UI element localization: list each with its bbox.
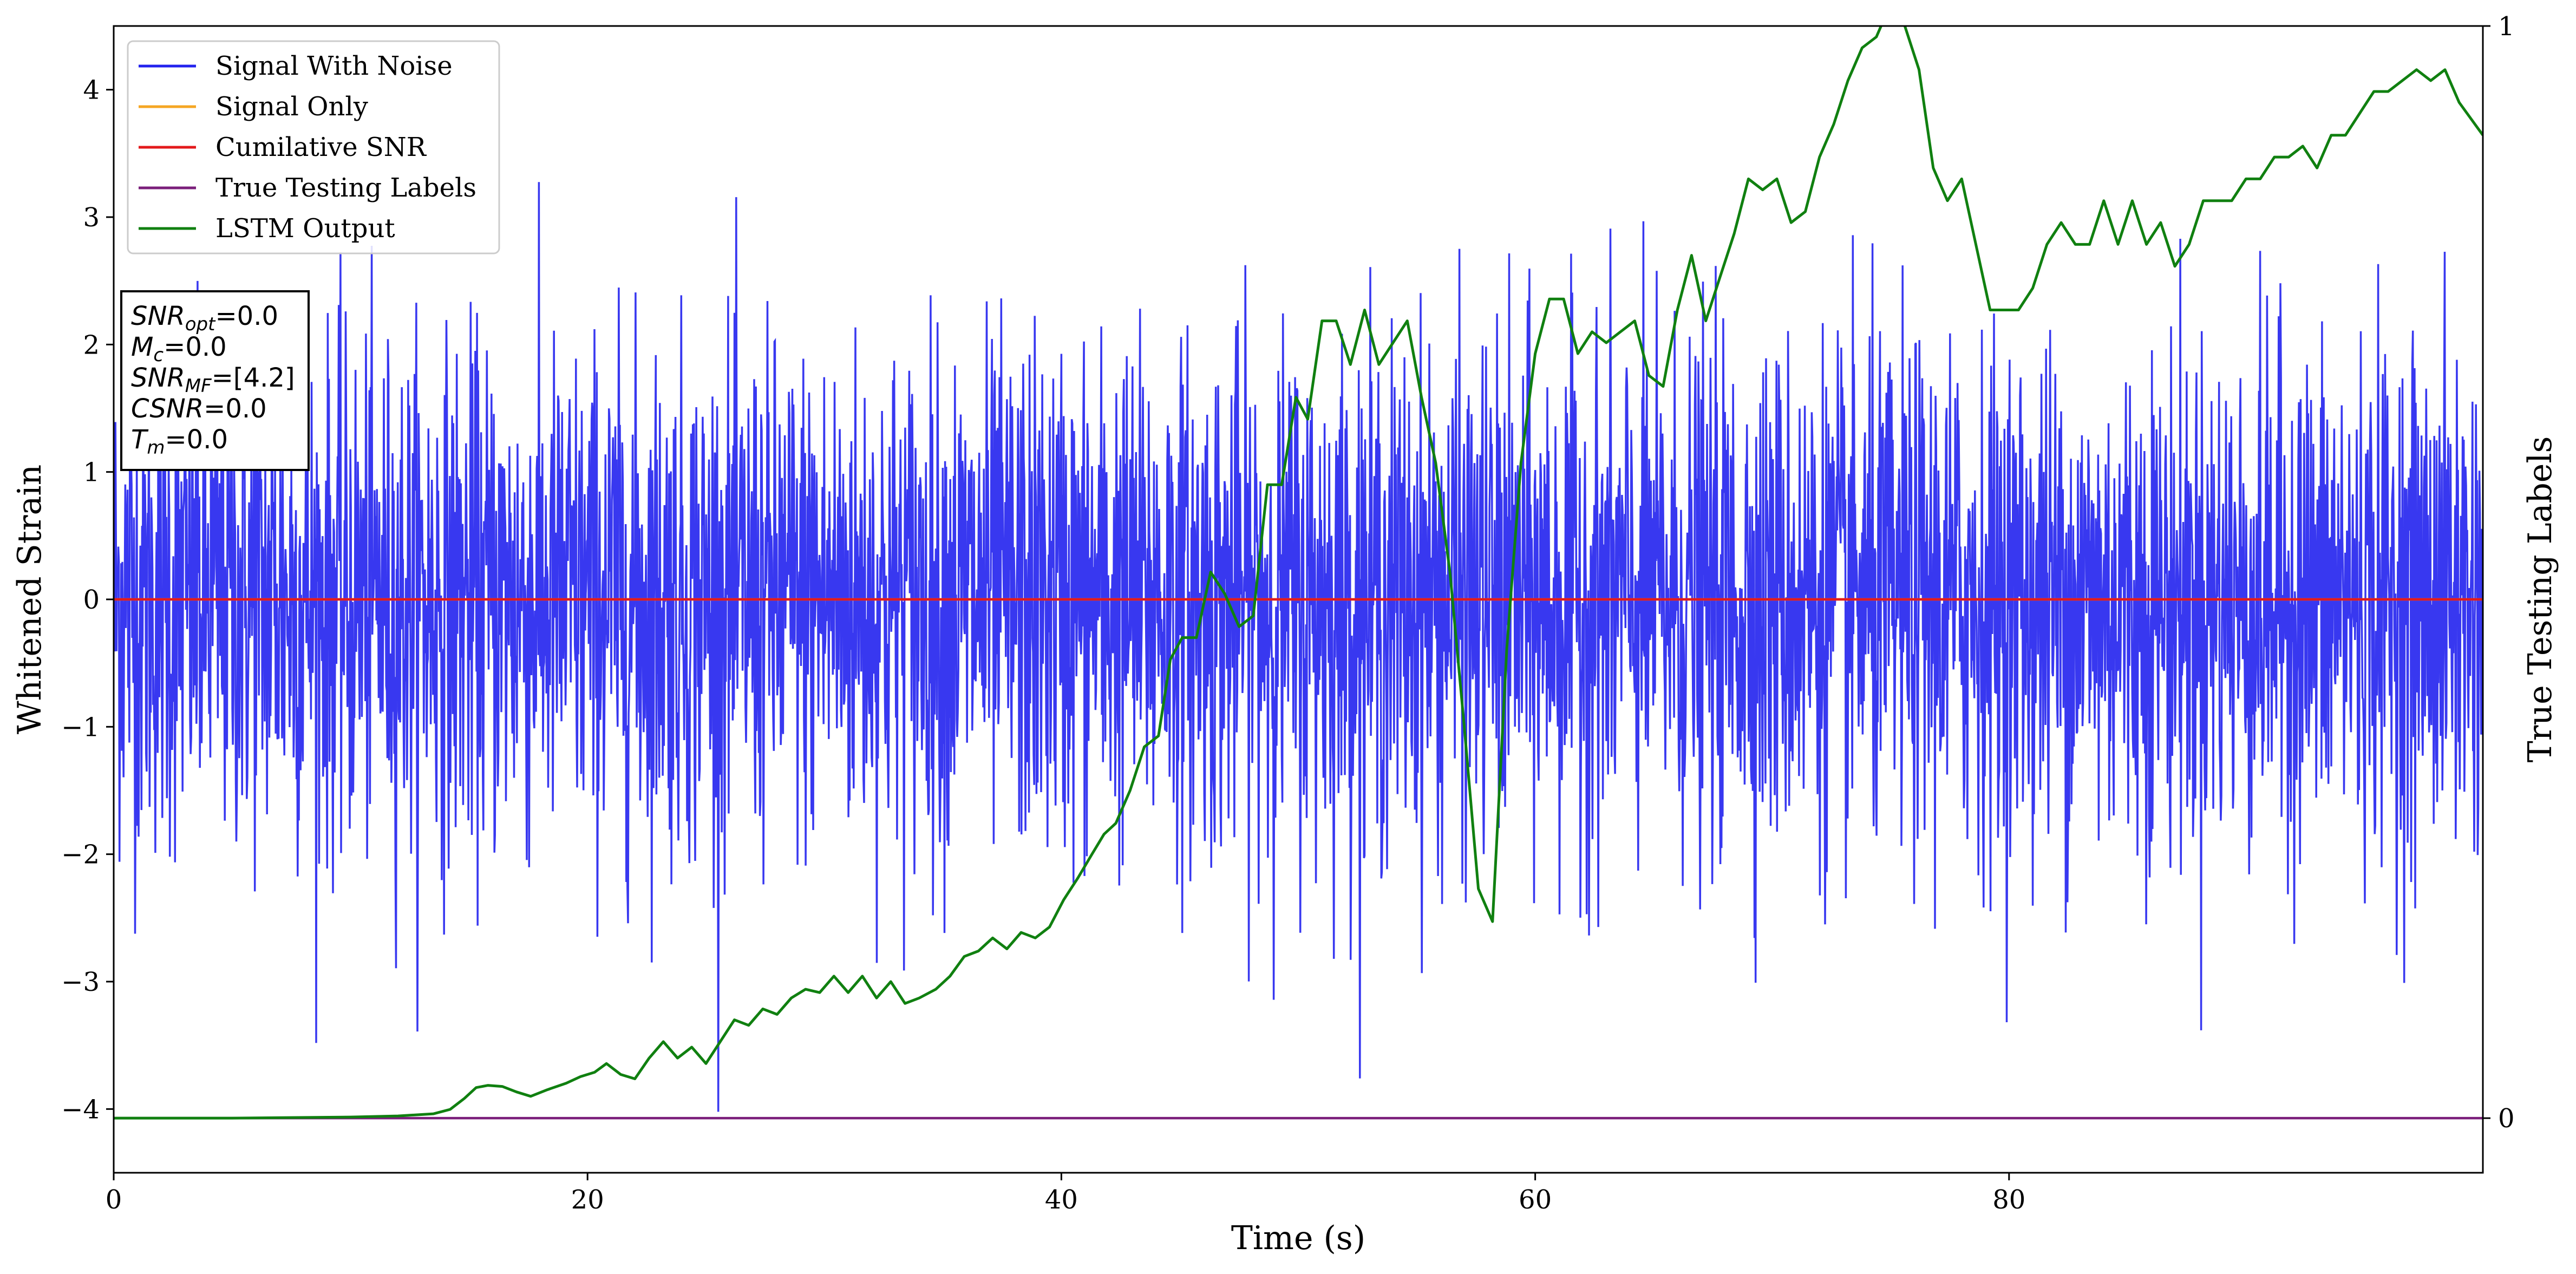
legend-label-signal-only: Signal Only — [215, 92, 368, 122]
x-axis-label: Time (s) — [1231, 1219, 1365, 1257]
left-tick-label: −2 — [61, 840, 100, 870]
legend: Signal With Noise Signal Only Cumilative S… — [127, 40, 500, 254]
left-tick-label: 4 — [83, 75, 100, 106]
annotation-box — [120, 290, 310, 471]
y2-axis-label: True Testing Labels — [2521, 436, 2559, 763]
series-layer — [114, 26, 2483, 1120]
legend-label-cumilative-snr: Cumilative SNR — [215, 132, 427, 162]
x-axis: 0 20 40 60 80 — [106, 1173, 2025, 1215]
annotation-line: Mc=0.0 — [131, 332, 227, 366]
left-tick-label: −1 — [61, 712, 100, 742]
annotation-line: CSNR=0.0 — [131, 394, 267, 424]
x-tick-label: 60 — [1519, 1185, 1552, 1215]
x-tick-label: 20 — [571, 1185, 604, 1215]
left-tick-label: 2 — [83, 330, 100, 360]
plot-area — [114, 26, 2483, 1120]
legend-label-signal-with-noise: Signal With Noise — [215, 51, 453, 81]
right-tick-label: 0 — [2498, 1103, 2515, 1134]
left-tick-label: 1 — [83, 458, 100, 488]
annotation-line: SNRopt=0.0 — [131, 301, 278, 335]
legend-label-lstm-output: LSTM Output — [215, 213, 395, 244]
right-y-axis: 01 — [2483, 11, 2515, 1134]
left-tick-label: −4 — [61, 1094, 100, 1125]
left-tick-label: 0 — [83, 585, 100, 615]
legend-label-true-testing-labels: True Testing Labels — [215, 173, 476, 203]
series-signal-with-noise — [114, 182, 2483, 1112]
x-tick-label: 0 — [106, 1185, 122, 1215]
left-tick-label: 3 — [83, 202, 100, 233]
annotation-line: Tm=0.0 — [131, 424, 228, 459]
x-tick-label: 40 — [1045, 1185, 1078, 1215]
annotation-line: SNRMF=[4.2] — [131, 363, 295, 397]
y-axis-label: Whitened Strain — [11, 465, 49, 734]
left-tick-label: −3 — [61, 967, 100, 997]
series-lstm-output — [114, 26, 2483, 1120]
parameter-annotation: SNRopt=0.0Mc=0.0SNRMF=[4.2]CSNR=0.0Tm=0.… — [120, 290, 310, 471]
legend-box — [127, 40, 500, 254]
right-tick-label: 1 — [2498, 11, 2515, 42]
left-y-axis: −4 −3 −2 −1 0 1 2 3 4 — [61, 75, 114, 1125]
x-tick-label: 80 — [1992, 1185, 2025, 1215]
